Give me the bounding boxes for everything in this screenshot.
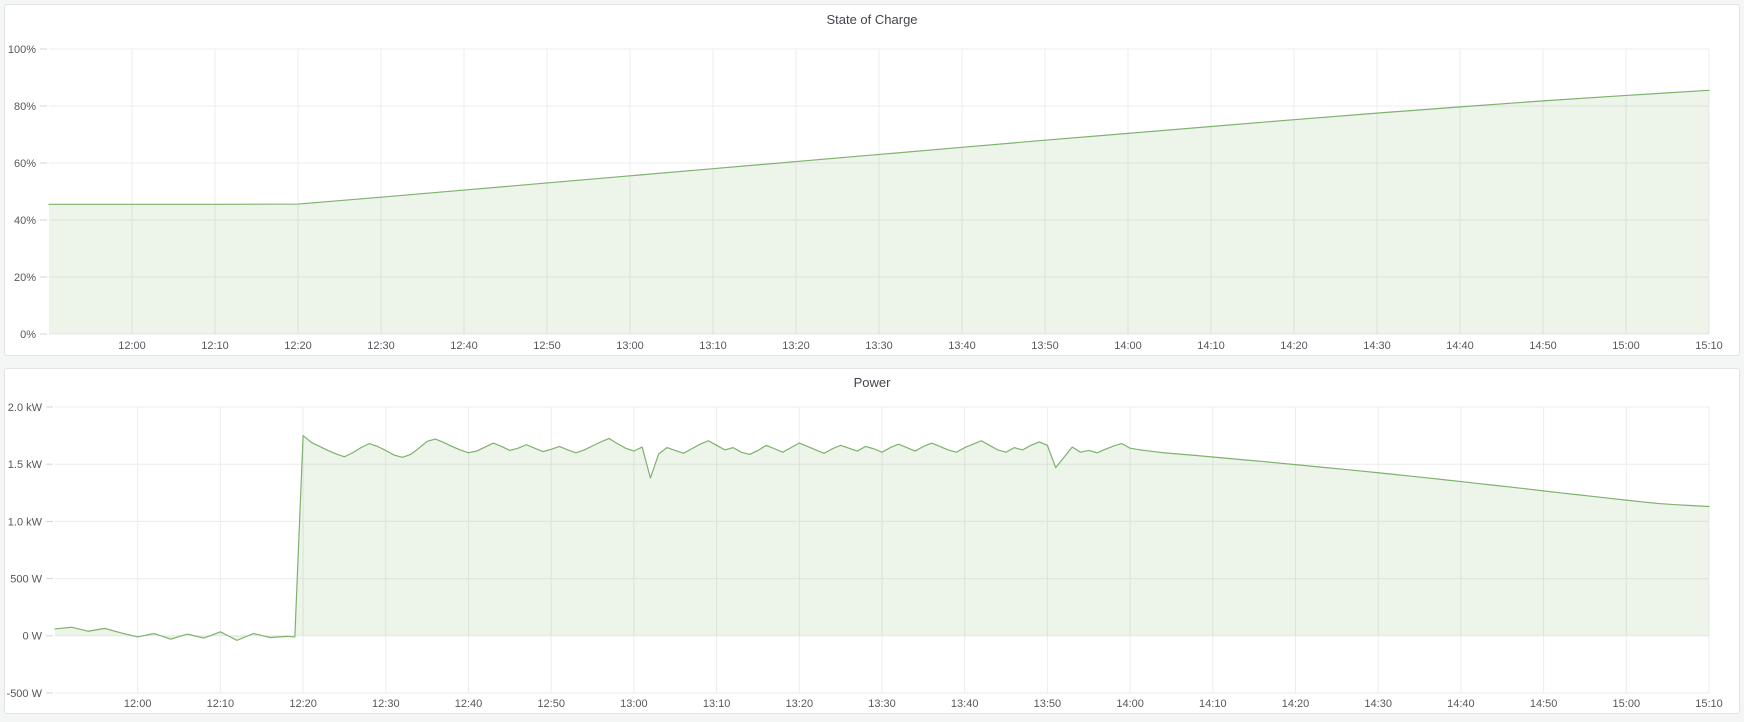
x-axis-label: 14:10: [1197, 340, 1225, 352]
y-axis-label: 0%: [20, 329, 36, 341]
y-axis-label: 100%: [8, 44, 36, 56]
y-axis-label: 1.5 kW: [8, 459, 43, 471]
x-axis-label: 13:40: [951, 698, 979, 710]
x-axis-label: 14:40: [1446, 340, 1474, 352]
x-axis-label: 13:50: [1031, 340, 1059, 352]
x-axis-label: 14:50: [1530, 698, 1558, 710]
x-axis-label: 12:00: [124, 698, 152, 710]
y-axis-label: 500 W: [10, 573, 42, 585]
panel-title-power[interactable]: Power: [853, 375, 891, 390]
series-line: [54, 435, 1710, 641]
x-axis-label: 15:10: [1695, 340, 1723, 352]
y-axis-label: 0 W: [22, 631, 42, 643]
x-axis-label: 12:40: [450, 340, 478, 352]
state-of-charge-plot[interactable]: 0% 20% 40% 60% 80% 100% 12:00 12:10 12:20 12:30 12…: [5, 37, 1739, 355]
x-axis-label: 13:20: [786, 698, 814, 710]
x-axis-label: 14:50: [1529, 340, 1557, 352]
x-axis-label: 14:00: [1114, 340, 1142, 352]
x-axis-label: 13:10: [703, 698, 731, 710]
x-axis-label: 14:20: [1280, 340, 1308, 352]
series-area: [55, 435, 1709, 641]
x-axis-label: 14:20: [1282, 698, 1310, 710]
x-axis-label: 12:00: [118, 340, 146, 352]
y-axis-label: 2.0 kW: [8, 402, 43, 414]
x-axis-label: 14:00: [1116, 698, 1144, 710]
x-axis-label: 12:50: [537, 698, 565, 710]
x-axis-label: 13:40: [948, 340, 976, 352]
series-area: [49, 90, 1709, 334]
series-line: [48, 89, 1710, 205]
power-chart[interactable]: -500 W 0 W 500 W 1.0 kW 1.5 kW 2.0 kW 12:00 12:…: [5, 399, 1739, 713]
x-axis-label: 12:30: [367, 340, 395, 352]
y-axis-label: 1.0 kW: [8, 516, 43, 528]
x-axis-label: 12:20: [284, 340, 312, 352]
x-axis-label: 13:30: [865, 340, 893, 352]
x-axis-label: 13:00: [620, 698, 648, 710]
x-axis-label: 12:50: [533, 340, 561, 352]
x-axis-label: 12:10: [207, 698, 235, 710]
x-axis-label: 12:40: [455, 698, 483, 710]
x-axis-label: 13:30: [868, 698, 896, 710]
power-plot[interactable]: -500 W 0 W 500 W 1.0 kW 1.5 kW 2.0 kW 12:00 12:…: [5, 399, 1739, 713]
x-axis-label: 15:00: [1613, 698, 1641, 710]
x-axis-label: 15:00: [1612, 340, 1640, 352]
y-axis-label: 40%: [14, 215, 36, 227]
y-axis-label: 80%: [14, 101, 36, 113]
panel-state-of-charge: State of Charge 0% 20% 40% 60% 80% 100% 12:00 1…: [4, 4, 1740, 356]
x-axis-label: 13:50: [1034, 698, 1062, 710]
x-axis-label: 13:00: [616, 340, 644, 352]
y-axis-label: 60%: [14, 158, 36, 170]
x-axis-label: 12:30: [372, 698, 400, 710]
y-axis-label: -500 W: [7, 688, 43, 700]
x-axis-label: 13:10: [699, 340, 727, 352]
x-axis-label: 12:20: [289, 698, 317, 710]
x-axis-label: 12:10: [201, 340, 229, 352]
state-of-charge-chart[interactable]: 0% 20% 40% 60% 80% 100% 12:00 12:10 12:20 12:30 12…: [5, 37, 1739, 355]
x-axis-label: 15:10: [1695, 698, 1723, 710]
x-axis-label: 13:20: [782, 340, 810, 352]
panel-title-state-of-charge[interactable]: State of Charge: [826, 12, 918, 27]
y-axis-label: 20%: [14, 272, 36, 284]
x-axis-label: 14:40: [1447, 698, 1475, 710]
panel-power: Power -500 W 0 W 500 W 1.0 kW 1.5 kW 2.0 kW 12…: [4, 368, 1740, 714]
x-axis-label: 14:30: [1363, 340, 1391, 352]
x-axis-label: 14:10: [1199, 698, 1227, 710]
x-axis-label: 14:30: [1364, 698, 1392, 710]
